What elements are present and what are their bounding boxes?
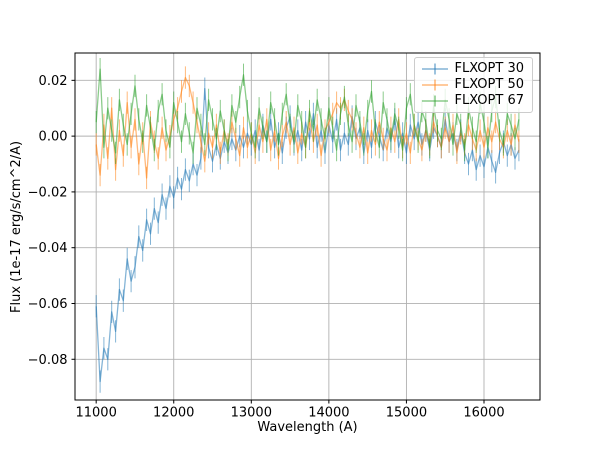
legend-item-flxopt-67: FLXOPT 67: [421, 93, 524, 109]
y-tick-label: −0.08: [28, 353, 68, 368]
spectrum-line: [95, 68, 520, 154]
y-tick-label: 0.02: [39, 74, 68, 89]
x-axis-label: Wavelength (A): [257, 420, 358, 435]
axes-frame: [74, 52, 541, 401]
y-tick-label: −0.02: [28, 185, 68, 200]
x-tick-label: 16000: [463, 406, 504, 421]
errorbar-marker-icon: [421, 94, 449, 108]
legend: FLXOPT 30 FLXOPT 50 FLXOPT 67: [413, 57, 533, 113]
x-tick-label: 14000: [308, 406, 349, 421]
x-tick-label: 12000: [153, 406, 194, 421]
y-tick-label: 0.00: [39, 130, 68, 145]
series-flxopt-67: [95, 58, 520, 164]
legend-item-flxopt-50: FLXOPT 50: [421, 77, 524, 93]
axis-ticks: 11000 12000 13000 14000 15000 16000 0.02 0.00 −0…: [28, 74, 505, 421]
errorbar-marker-icon: [421, 62, 449, 76]
legend-label: FLXOPT 50: [454, 77, 524, 92]
x-tick-label: 15000: [386, 406, 427, 421]
legend-item-flxopt-30: FLXOPT 30: [421, 61, 524, 77]
x-tick-label: 13000: [231, 406, 272, 421]
legend-label: FLXOPT 30: [454, 61, 524, 76]
legend-label: FLXOPT 67: [454, 93, 524, 108]
x-tick-label: 11000: [75, 406, 116, 421]
errorbar-marker-icon: [421, 78, 449, 92]
y-axis-label: Flux (1e-17 erg/s/cm^2/A): [9, 140, 24, 313]
y-tick-label: −0.06: [28, 297, 68, 312]
y-tick-label: −0.04: [28, 241, 68, 256]
